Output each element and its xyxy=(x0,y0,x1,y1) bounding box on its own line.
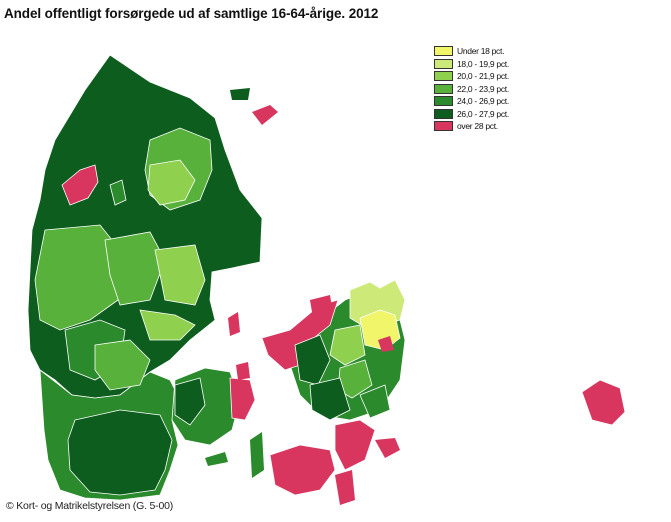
map-title: Andel offentligt forsørgede ud af samtli… xyxy=(4,6,379,21)
legend-swatch xyxy=(434,121,453,132)
legend-swatch xyxy=(434,83,453,94)
lolland-island xyxy=(269,444,336,496)
aeroe-island xyxy=(205,452,228,466)
roskilde-area xyxy=(329,324,366,366)
thisted-area xyxy=(61,164,99,206)
legend-swatch xyxy=(434,108,453,119)
legend-label: 22,0 - 23,9 pct. xyxy=(457,83,509,94)
anholt-island xyxy=(252,105,278,125)
stevns-area xyxy=(359,384,391,419)
central-jutland-area xyxy=(34,224,121,331)
legend-item: 26,0 - 27,9 pct. xyxy=(434,108,509,121)
naestved-area xyxy=(309,377,351,421)
funen-west xyxy=(174,377,206,426)
vejle-area xyxy=(94,339,151,391)
sejeroe-island xyxy=(310,295,332,312)
legend-item: 18,0 - 19,9 pct. xyxy=(434,58,509,71)
legend-label: over 28 pct. xyxy=(457,121,498,132)
legend-swatch xyxy=(434,71,453,82)
moen-island xyxy=(375,438,400,458)
mors-island xyxy=(109,179,127,206)
laeso-island xyxy=(230,88,250,100)
legend-label: Under 18 pct. xyxy=(457,46,505,57)
legend: Under 18 pct. 18,0 - 19,9 pct. 20,0 - 21… xyxy=(434,45,509,133)
bornholm-island xyxy=(581,379,626,426)
legend-label: 18,0 - 19,9 pct. xyxy=(457,58,509,69)
small-island-red xyxy=(236,362,250,380)
falster-island xyxy=(334,419,376,471)
jutland-region xyxy=(27,54,263,399)
falster-south xyxy=(335,470,355,505)
legend-item: 22,0 - 23,9 pct. xyxy=(434,83,509,96)
kalundborg-area xyxy=(294,334,331,386)
legend-item: 24,0 - 26,9 pct. xyxy=(434,95,509,108)
legend-swatch xyxy=(434,96,453,107)
legend-label: 24,0 - 26,9 pct. xyxy=(457,96,509,107)
odsherred-area xyxy=(261,299,339,371)
svendborg-area xyxy=(229,377,256,421)
legend-swatch xyxy=(434,46,453,57)
samsoe-island xyxy=(228,312,240,336)
copenhagen-red xyxy=(378,336,394,352)
legend-item: 20,0 - 21,9 pct. xyxy=(434,70,509,83)
legend-swatch xyxy=(434,58,453,69)
randers-area xyxy=(154,244,206,306)
langeland-island xyxy=(250,432,264,478)
legend-item: Under 18 pct. xyxy=(434,45,509,58)
aalborg-area xyxy=(147,159,196,206)
legend-label: 20,0 - 21,9 pct. xyxy=(457,71,509,82)
viborg-area xyxy=(104,231,166,306)
copyright-text: © Kort- og Matrikelstyrelsen (G. 5-00) xyxy=(6,500,174,512)
legend-label: 26,0 - 27,9 pct. xyxy=(457,108,509,119)
aarhus-area xyxy=(139,309,196,341)
legend-item: over 28 pct. xyxy=(434,120,509,133)
jutland-south-east xyxy=(67,409,173,496)
